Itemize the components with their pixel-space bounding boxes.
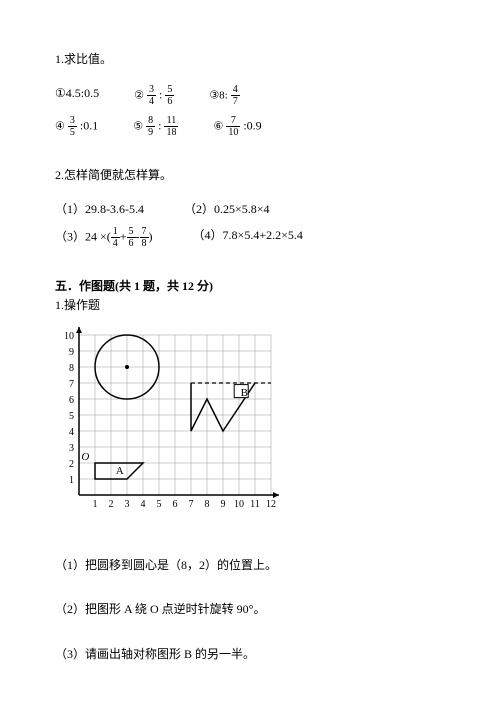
frac-d: 5 (68, 127, 77, 138)
frac-d: 10 (226, 127, 240, 138)
svg-text:7: 7 (189, 499, 194, 510)
q2-e4: （4）7.8×5.4+2.2×5.4 (193, 226, 303, 249)
svg-text:11: 11 (250, 499, 260, 510)
q1-item5-prefix: ⑤ (133, 120, 143, 132)
subq2: （2）把图形 A 绕 O 点逆时针旋转 90°。 (55, 600, 445, 619)
section5-title: 五．作图题(共 1 题，共 12 分) (55, 277, 445, 296)
svg-text:A: A (116, 465, 124, 477)
svg-text:10: 10 (234, 499, 244, 510)
frac-n: 11 (164, 115, 178, 127)
frac-d: 18 (164, 127, 178, 138)
frac-n: 3 (68, 115, 77, 127)
svg-text:4: 4 (69, 427, 74, 438)
q2-section: 2.怎样简便就怎样算。 （1）29.8-3.6-5.4 （2）0.25×5.8×… (55, 166, 445, 248)
svg-text:10: 10 (64, 331, 74, 342)
frac-n: 3 (147, 84, 156, 96)
svg-text:9: 9 (221, 499, 226, 510)
frac-n: 5 (127, 226, 136, 238)
svg-text:6: 6 (173, 499, 178, 510)
svg-text:8: 8 (69, 363, 74, 374)
svg-text:12: 12 (266, 499, 276, 510)
section5: 五．作图题(共 1 题，共 12 分) 1.操作题 10987654321123… (55, 277, 445, 664)
q1-item4-suffix: :0.1 (80, 118, 98, 132)
q1-item6: ⑥ 710 :0.9 (213, 115, 261, 138)
frac-d: 9 (146, 127, 155, 138)
q1-title: 1.求比值。 (55, 50, 445, 69)
frac-d: 7 (231, 96, 240, 107)
svg-text:4: 4 (141, 499, 146, 510)
svg-text:8: 8 (205, 499, 210, 510)
q1-item3-prefix: ③8: (209, 89, 227, 101)
q2-e3: （3）24 ×(14+56-78) (55, 226, 153, 249)
svg-text:1: 1 (93, 499, 98, 510)
frac-d: 4 (111, 238, 120, 249)
q1-item2-prefix: ② (134, 89, 144, 101)
svg-text:3: 3 (69, 443, 74, 454)
svg-text:7: 7 (69, 379, 74, 390)
frac-d: 6 (165, 96, 174, 107)
q1-item4: ④ 35 :0.1 (55, 115, 98, 138)
q2-e1: （1）29.8-3.6-5.4 (55, 200, 144, 219)
frac-n: 7 (140, 226, 149, 238)
q2-row2: （3）24 ×(14+56-78) （4）7.8×5.4+2.2×5.4 (55, 226, 445, 249)
q2-title: 2.怎样简便就怎样算。 (55, 166, 445, 185)
q1-item3: ③8: 47 (209, 84, 239, 107)
q1-item4-prefix: ④ (55, 120, 65, 132)
colon: : (158, 118, 161, 132)
q1-item6-suffix: :0.9 (243, 118, 261, 132)
frac-n: 4 (231, 84, 240, 96)
q2-e3-pre: （3）24 ×( (55, 229, 111, 243)
section5-sub: 1.操作题 (55, 296, 445, 315)
subq1: （1）把圆移到圆心是（8，2）的位置上。 (55, 556, 445, 575)
frac-n: 1 (111, 226, 120, 238)
svg-text:5: 5 (157, 499, 162, 510)
frac-n: 5 (165, 84, 174, 96)
q2-row1: （1）29.8-3.6-5.4 （2）0.25×5.8×4 (55, 200, 445, 219)
q1-row2: ④ 35 :0.1 ⑤ 89 : 1118 ⑥ 710 :0.9 (55, 115, 445, 138)
q1-item2: ② 34 : 56 (134, 84, 174, 107)
svg-text:B: B (241, 387, 248, 399)
frac-d: 6 (127, 238, 136, 249)
plus: + (120, 229, 127, 243)
q1-item1: ①4.5:0.5 (55, 84, 99, 107)
q1-item6-prefix: ⑥ (213, 120, 223, 132)
frac-n: 7 (226, 115, 240, 127)
svg-text:6: 6 (69, 395, 74, 406)
frac-d: 8 (140, 238, 149, 249)
q1-row1: ①4.5:0.5 ② 34 : 56 ③8: 47 (55, 84, 445, 107)
q1-item5: ⑤ 89 : 1118 (133, 115, 178, 138)
svg-text:3: 3 (125, 499, 130, 510)
svg-text:5: 5 (69, 411, 74, 422)
frac-n: 8 (146, 115, 155, 127)
svg-text:O: O (81, 451, 89, 463)
q2-e3-post: ) (149, 229, 153, 243)
q2-e2: （2）0.25×5.8×4 (184, 200, 270, 219)
frac-d: 4 (147, 96, 156, 107)
svg-text:2: 2 (109, 499, 114, 510)
figure-diagram: 10987654321123456789101112AOB (55, 325, 285, 525)
colon: : (159, 87, 162, 101)
subq3: （3）请画出轴对称图形 B 的另一半。 (55, 645, 445, 664)
svg-text:2: 2 (69, 459, 74, 470)
svg-text:9: 9 (69, 347, 74, 358)
svg-text:1: 1 (69, 475, 74, 486)
